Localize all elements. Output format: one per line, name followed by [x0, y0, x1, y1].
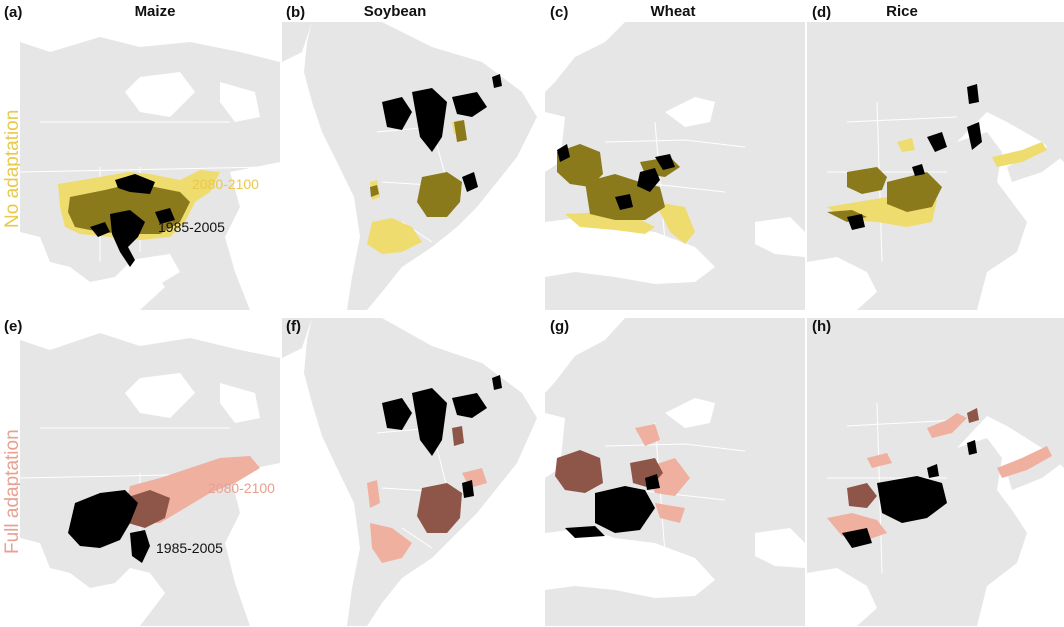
panel-letter-g: (g) — [550, 318, 570, 335]
panel-letter-h: (h) — [812, 318, 832, 335]
map-panel-soybean-no-adaptation — [282, 22, 542, 310]
baseline-period-label-e: 1985-2005 — [156, 540, 223, 556]
map-panel-maize-no-adaptation — [20, 22, 280, 310]
overlap-extent-full-adaptation — [417, 426, 464, 533]
overlap-extent-full-adaptation — [847, 408, 979, 508]
baseline-extent-full-adaptation — [842, 440, 977, 548]
east-asia-map — [807, 318, 1064, 626]
column-title-soybean: Soybean — [363, 3, 427, 20]
column-title-wheat: Wheat — [650, 3, 696, 20]
overlap-extent-full-adaptation — [125, 490, 170, 528]
baseline-extent-full-adaptation — [382, 375, 502, 498]
panel-letter-e: (e) — [4, 318, 23, 335]
map-panel-rice-full-adaptation — [807, 318, 1064, 626]
column-title-maize: Maize — [134, 3, 176, 20]
east-asia-map — [807, 22, 1064, 310]
overlap-extent-no-adaptation — [370, 120, 467, 217]
baseline-period-label-a: 1985-2005 — [158, 219, 225, 235]
overlap-extent-no-adaptation — [827, 167, 942, 222]
baseline-extent-no-adaptation — [847, 84, 982, 230]
future-period-label-e: 2080-2100 — [208, 480, 275, 496]
south-america-map — [282, 22, 542, 310]
panel-letter-d: (d) — [812, 4, 832, 21]
europe-map — [545, 318, 805, 626]
baseline-extent-full-adaptation — [68, 490, 150, 563]
map-panel-rice-no-adaptation — [807, 22, 1064, 310]
map-panel-wheat-no-adaptation — [545, 22, 805, 310]
europe-map — [545, 22, 805, 310]
future-extent-full-adaptation — [827, 413, 1052, 540]
baseline-extent-no-adaptation — [557, 144, 675, 210]
north-america-map — [20, 318, 280, 626]
baseline-extent-no-adaptation — [382, 74, 502, 192]
column-title-rice: Rice — [886, 3, 918, 20]
map-panel-wheat-full-adaptation — [545, 318, 805, 626]
panel-letter-c: (c) — [550, 4, 569, 21]
baseline-extent-no-adaptation — [90, 174, 175, 267]
baseline-extent-full-adaptation — [565, 474, 660, 538]
panel-letter-b: (b) — [286, 4, 306, 21]
future-period-label-a: 2080-2100 — [192, 176, 259, 192]
south-america-map — [282, 318, 542, 626]
panel-letter-f: (f) — [286, 318, 301, 335]
map-panel-maize-full-adaptation — [20, 318, 280, 626]
map-panel-soybean-full-adaptation — [282, 318, 542, 626]
panel-letter-a: (a) — [4, 4, 23, 21]
north-america-map — [20, 22, 280, 310]
